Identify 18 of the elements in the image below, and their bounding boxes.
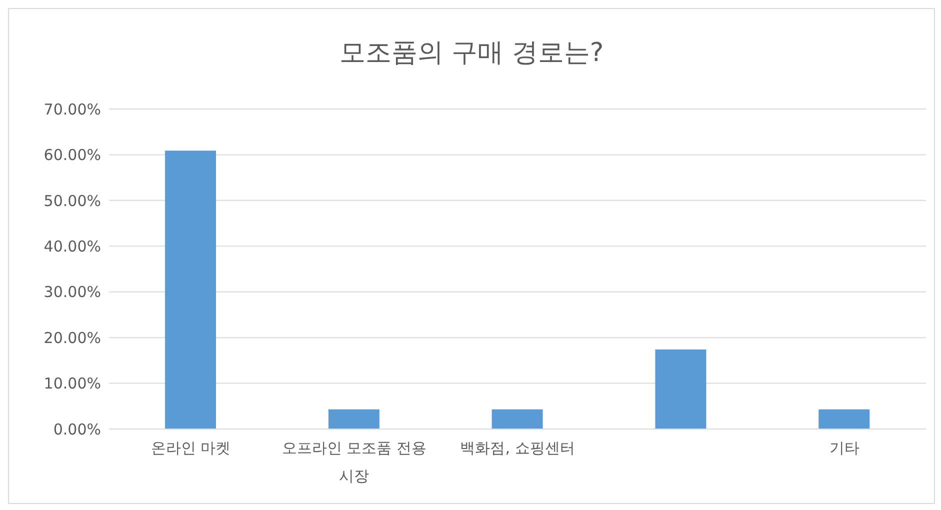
bar [655, 349, 706, 429]
y-tick-label: 20.00% [44, 328, 101, 347]
x-tick-label: 온라인 마켓 [150, 439, 231, 457]
y-tick-label: 70.00% [44, 100, 101, 118]
x-tick-label: 백화점, 쇼핑센터 [460, 439, 575, 457]
chart-title: 모조품의 구매 경로는? [338, 37, 605, 70]
bar [818, 409, 870, 429]
y-tick-label: 40.00% [44, 237, 101, 256]
y-tick-label: 30.00% [44, 283, 101, 302]
bar [492, 409, 543, 429]
bar [328, 409, 380, 429]
y-tick-label: 10.00% [44, 374, 101, 393]
x-tick-label: 오프라인 모조품 전용 시장 [282, 439, 426, 485]
bar [165, 150, 216, 429]
y-tick-label: 50.00% [44, 192, 101, 210]
y-tick-label: 60.00% [44, 146, 101, 164]
y-tick-label: 0.00% [53, 420, 101, 438]
x-tick-label: 기타 [829, 439, 860, 457]
